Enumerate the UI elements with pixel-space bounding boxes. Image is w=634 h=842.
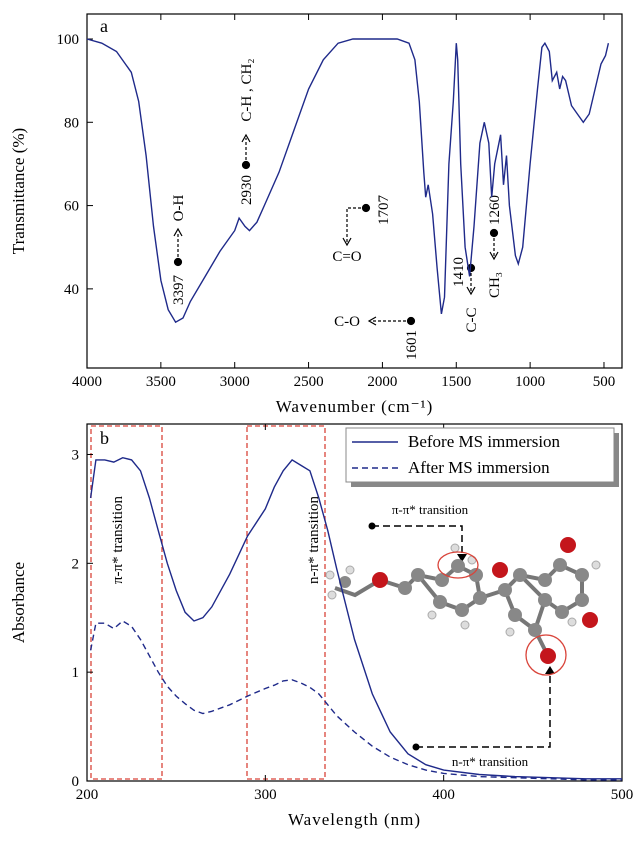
x-axis-title: Wavelength (nm) [288, 810, 421, 829]
annotation: 1707 [376, 195, 392, 226]
x-tick-label: 4000 [72, 374, 102, 390]
y-tick-label: 100 [57, 32, 80, 48]
annotation: 3397 [171, 275, 187, 306]
annotation: n-π* transition [452, 754, 529, 769]
figure: a 3397 O-H 2930 C-H , CH₂ 1707 C=O 1601 … [0, 0, 634, 837]
x-tick-label: 200 [76, 787, 99, 803]
x-tick-label: 2500 [294, 374, 324, 390]
series-line [91, 458, 622, 779]
annotation: O-H [171, 195, 187, 222]
legend-label: Before MS immersion [408, 432, 561, 451]
x-tick-label: 1500 [441, 374, 471, 390]
annotation: π-π* transition [110, 495, 126, 584]
x-tick-label: 2000 [367, 374, 397, 390]
x-tick-label: 3000 [220, 374, 250, 390]
y-tick-label: 2 [72, 556, 80, 572]
y-tick-label: 40 [64, 282, 79, 298]
annotation: π-π* transition [392, 502, 469, 517]
y-tick-label: 0 [72, 774, 80, 790]
annotation: C=O [332, 249, 361, 265]
series-line [87, 39, 608, 322]
annotation: C-O [334, 314, 360, 330]
y-axis-title: Transmittance (%) [9, 128, 28, 254]
x-axis-title: Wavenumber (cm⁻¹) [276, 397, 434, 416]
x-tick-label: 1000 [515, 374, 545, 390]
panel-label: a [100, 16, 108, 36]
annotation: 1260 [487, 195, 503, 225]
x-tick-label: 300 [254, 787, 277, 803]
x-tick-label: 400 [432, 787, 455, 803]
annotation: C-C [464, 307, 480, 332]
highlight-regions [91, 426, 325, 779]
annotation: 1601 [404, 330, 420, 360]
y-tick-label: 3 [72, 447, 80, 463]
x-tick-label: 3500 [146, 374, 176, 390]
molecule [326, 523, 600, 751]
y-tick-label: 1 [72, 665, 80, 681]
annotation: CH₃ [487, 272, 503, 298]
x-tick-label: 500 [593, 374, 616, 390]
x-tick-label: 500 [611, 787, 634, 803]
annotation: 1410 [451, 257, 467, 287]
annotation: C-H , CH₂ [239, 58, 255, 121]
panel-label: b [100, 428, 109, 448]
y-tick-label: 60 [64, 199, 79, 215]
annotation: 2930 [239, 175, 255, 205]
annotation: n-π* transition [306, 496, 322, 584]
legend-label: After MS immersion [408, 458, 550, 477]
y-axis-title: Absorbance [9, 562, 28, 643]
y-tick-label: 80 [64, 115, 79, 131]
